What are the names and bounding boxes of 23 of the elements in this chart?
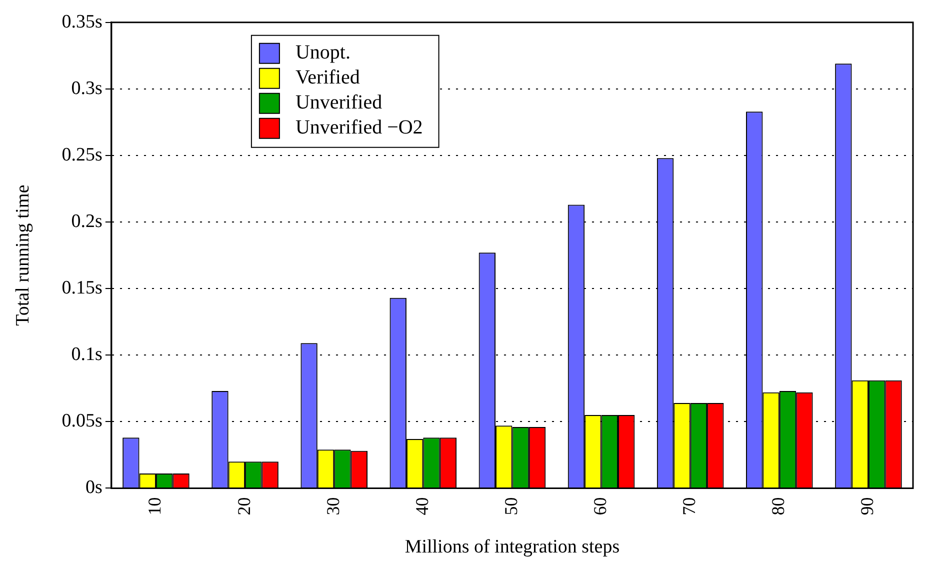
- x-tick-label: 40: [412, 497, 432, 516]
- x-tick-label: 30: [322, 497, 343, 516]
- y-axis-title: Total running time: [12, 184, 34, 326]
- y-tick-label: 0s: [86, 477, 102, 498]
- y-tick-label: 0.1s: [71, 344, 102, 366]
- x-tick-label: 80: [768, 497, 788, 516]
- y-tick-label: 0.25s: [62, 144, 102, 166]
- y-tick-label: 0.35s: [62, 11, 102, 32]
- x-tick-label: 70: [679, 497, 700, 516]
- legend-label: Verified: [295, 66, 360, 89]
- y-tick-label: 0.3s: [71, 78, 102, 99]
- legend-label: Unverified: [295, 92, 382, 114]
- y-tick-label: 0.05s: [62, 410, 102, 432]
- x-tick-label: 90: [857, 497, 878, 516]
- legend-label: Unopt.: [295, 42, 350, 64]
- x-tick-label: 50: [500, 497, 521, 516]
- y-tick-label: 0.2s: [71, 211, 102, 232]
- legend-label: Unverified −O2: [295, 116, 423, 139]
- x-tick-label: 10: [144, 497, 165, 516]
- x-tick-label: 20: [234, 497, 254, 516]
- x-tick-label: 60: [590, 497, 610, 516]
- x-axis-title: Millions of integration steps: [404, 536, 620, 558]
- y-tick-label: 0.15s: [62, 278, 102, 299]
